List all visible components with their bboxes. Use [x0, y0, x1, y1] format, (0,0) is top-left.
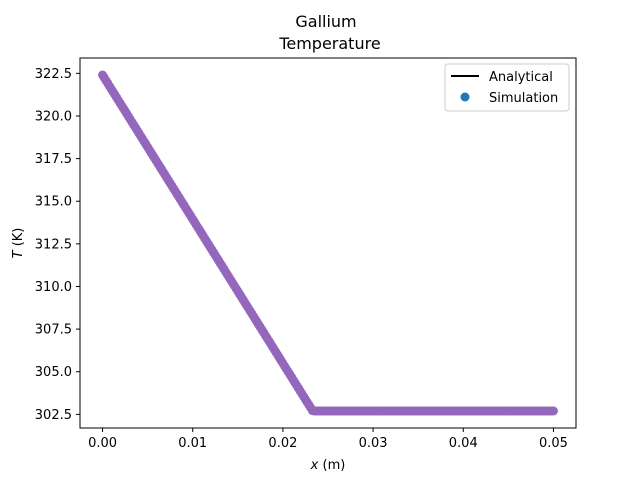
- y-tick-label: 320.0: [35, 109, 72, 124]
- x-tick-label: 0.05: [539, 436, 568, 451]
- y-axis-label: T (K): [11, 228, 26, 259]
- legend: Analytical Simulation: [444, 63, 570, 112]
- legend-marker-swatch: [460, 92, 470, 102]
- legend-label-simulation: Simulation: [489, 91, 558, 106]
- y-tick-label: 317.5: [35, 152, 72, 167]
- x-tick-label: 0.01: [178, 436, 207, 451]
- x-axis-label-unit: (m): [318, 458, 345, 473]
- y-tick-label: 310.0: [35, 280, 72, 295]
- y-tick-label: 312.5: [35, 237, 72, 252]
- x-tick-label: 0.02: [268, 436, 297, 451]
- data-layer: [98, 70, 558, 416]
- legend-label-analytical: Analytical: [489, 70, 553, 85]
- y-tick-label: 302.5: [35, 408, 72, 423]
- x-axis-label: x (m): [310, 458, 346, 473]
- y-tick-label: 305.0: [35, 365, 72, 380]
- plot-frame: [79, 57, 577, 429]
- chart-title-line-2: Temperature: [278, 34, 380, 53]
- x-tick-label: 0.04: [449, 436, 478, 451]
- x-axis: 0.00 0.01 0.02 0.03 0.04 0.05: [88, 428, 568, 451]
- simulation-point: [548, 406, 558, 416]
- y-tick-label: 315.0: [35, 195, 72, 210]
- x-tick-label: 0.03: [359, 436, 388, 451]
- y-axis-label-variable: T: [11, 249, 26, 258]
- x-tick-label: 0.00: [88, 436, 117, 451]
- y-tick-label: 307.5: [35, 323, 72, 338]
- y-axis-label-unit: (K): [11, 228, 26, 251]
- chart-title-line-1: Gallium: [295, 12, 356, 31]
- x-axis-label-variable: x: [310, 458, 319, 473]
- y-tick-label: 322.5: [35, 67, 72, 82]
- y-axis: 302.5 305.0 307.5 310.0 312.5 315.0 317.5 320.0…: [35, 67, 80, 423]
